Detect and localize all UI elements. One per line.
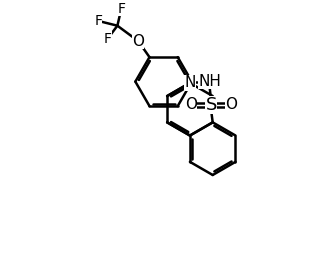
Text: F: F [104, 31, 112, 45]
Text: NH: NH [198, 74, 221, 89]
Text: S: S [205, 96, 217, 114]
Text: O: O [132, 34, 144, 49]
Text: O: O [225, 97, 237, 112]
Text: F: F [94, 14, 102, 28]
Text: F: F [117, 2, 125, 16]
Text: O: O [185, 97, 197, 112]
Text: N: N [184, 75, 196, 90]
